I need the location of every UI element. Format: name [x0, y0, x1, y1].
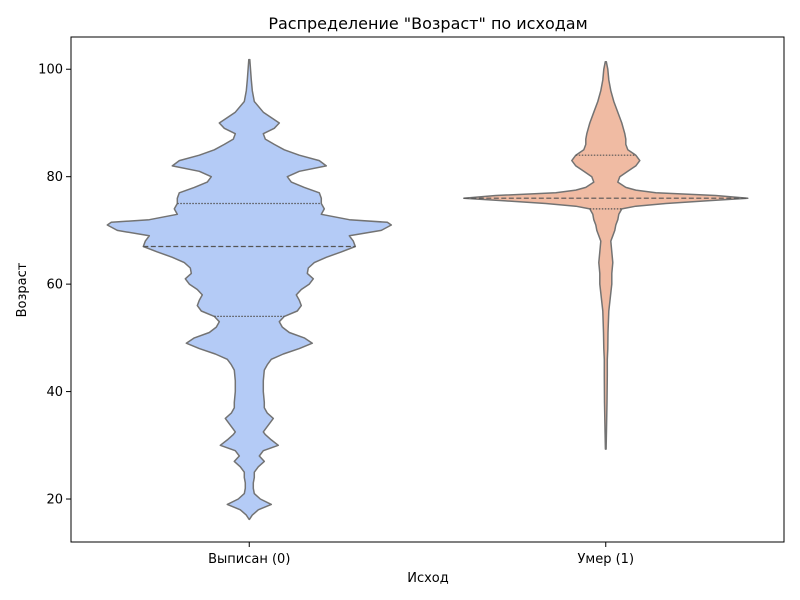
x-axis-label: Исход: [407, 571, 449, 586]
x-axis: Выписан (0) Умер (1): [208, 542, 634, 567]
violin-body: [106, 58, 393, 521]
y-tick-label: 100: [38, 63, 63, 78]
y-axis-label: Возраст: [15, 262, 30, 317]
x-tick-label: Выписан (0): [208, 552, 290, 567]
x-tick-label: Умер (1): [577, 552, 634, 567]
y-tick-label: 20: [46, 493, 63, 508]
plot-frame: [70, 36, 785, 543]
chart-title: Распределение "Возраст" по исходам: [268, 14, 587, 33]
y-tick-label: 80: [46, 170, 63, 185]
y-tick-label: 60: [46, 278, 63, 293]
y-axis: 20 40 60 80 100: [38, 63, 71, 508]
y-tick-label: 40: [46, 385, 63, 400]
violin-body: [463, 60, 749, 450]
plot-area: [106, 58, 749, 521]
